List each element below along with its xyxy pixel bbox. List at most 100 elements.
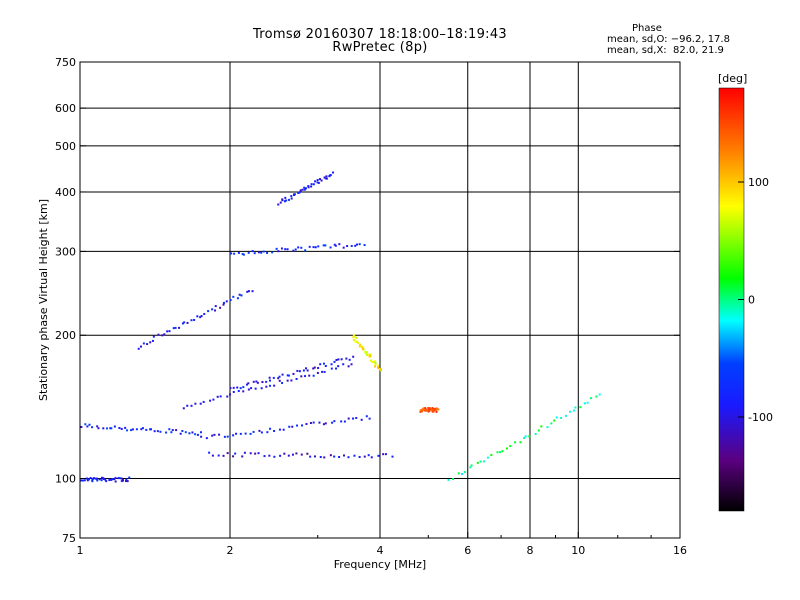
- echo-point: [268, 376, 271, 379]
- echo-point: [241, 253, 244, 256]
- echo-point: [163, 333, 166, 336]
- echo-point: [469, 466, 472, 469]
- echo-point: [324, 177, 327, 180]
- echo-point: [317, 181, 320, 184]
- echo-point: [229, 387, 232, 390]
- echo-point: [377, 454, 380, 457]
- echo-point: [306, 452, 309, 455]
- echo-point: [96, 425, 99, 428]
- echo-point: [266, 251, 269, 254]
- echo-point: [283, 452, 286, 455]
- echo-point: [534, 432, 537, 435]
- echo-point: [384, 453, 387, 456]
- x-axis-label: Frequency [MHz]: [334, 558, 426, 571]
- echo-point: [101, 476, 104, 479]
- echo-point: [110, 427, 113, 430]
- echo-point: [427, 407, 430, 410]
- echo-point: [304, 375, 307, 378]
- echo-point: [297, 246, 300, 249]
- echo-point: [313, 455, 316, 458]
- echo-point: [358, 345, 361, 348]
- echo-point: [355, 336, 358, 339]
- echo-point: [419, 409, 422, 412]
- echo-point: [97, 427, 100, 430]
- echo-point: [232, 386, 235, 389]
- echo-point: [175, 429, 178, 432]
- echo-point: [199, 431, 202, 434]
- echo-point: [290, 195, 293, 198]
- echo-point: [255, 380, 258, 383]
- echo-point: [322, 362, 325, 365]
- echo-point: [421, 408, 424, 411]
- echo-point: [153, 430, 156, 433]
- echo-point: [306, 369, 309, 372]
- echo-point: [80, 479, 83, 482]
- echo-point: [260, 251, 263, 254]
- y-tick-label: 400: [55, 186, 76, 199]
- echo-point: [286, 248, 289, 251]
- chart-subtitle: RwPretec (8p): [332, 40, 428, 55]
- echo-point: [236, 386, 239, 389]
- echo-point: [295, 377, 298, 380]
- echo-point: [226, 452, 229, 455]
- echo-point: [583, 402, 586, 405]
- echo-point: [314, 246, 317, 249]
- y-tick-label: 600: [55, 102, 76, 115]
- echo-point: [281, 381, 284, 384]
- echo-point: [359, 343, 362, 346]
- echo-point: [257, 251, 260, 254]
- echo-point: [241, 455, 244, 458]
- echo-point: [135, 428, 138, 431]
- x-tick-label: 6: [464, 544, 471, 557]
- echo-point: [316, 371, 319, 374]
- echo-point: [190, 319, 193, 322]
- echo-point: [266, 431, 269, 434]
- echo-point: [238, 293, 241, 296]
- y-tick-label: 200: [55, 329, 76, 342]
- echo-point: [355, 416, 358, 419]
- echo-point: [360, 345, 363, 348]
- echo-point: [232, 434, 235, 437]
- x-tick-label: 10: [571, 544, 585, 557]
- echo-point: [245, 383, 248, 386]
- echo-point: [239, 432, 242, 435]
- echo-point: [284, 196, 287, 199]
- echo-point: [295, 452, 298, 455]
- echo-point: [178, 326, 181, 329]
- echo-point: [83, 479, 86, 482]
- echo-point: [424, 407, 427, 410]
- echo-point: [280, 247, 283, 250]
- echo-point: [300, 246, 303, 249]
- echo-point: [230, 252, 233, 255]
- echo-point: [93, 477, 96, 480]
- echo-point: [363, 244, 366, 247]
- echo-point: [118, 427, 121, 430]
- echo-point: [105, 427, 108, 430]
- echo-point: [312, 183, 315, 186]
- echo-point: [278, 379, 281, 382]
- echo-point: [256, 381, 259, 384]
- echo-point: [209, 399, 212, 402]
- echo-point: [598, 393, 601, 396]
- echo-point: [368, 417, 371, 420]
- echo-point: [337, 358, 340, 361]
- echo-point: [291, 453, 294, 456]
- echo-point: [111, 478, 114, 481]
- echo-point: [100, 479, 103, 482]
- y-tick-label: 100: [55, 473, 76, 486]
- echo-point: [324, 365, 327, 368]
- echo-point: [333, 455, 336, 458]
- echo-point: [324, 244, 327, 247]
- echo-point: [91, 426, 94, 429]
- echo-point: [319, 363, 322, 366]
- echo-point: [168, 330, 171, 333]
- echo-point: [323, 370, 326, 373]
- echo-point: [235, 432, 238, 435]
- echo-point: [237, 390, 240, 393]
- echo-point: [350, 363, 353, 366]
- echo-point: [86, 479, 89, 482]
- echo-point: [319, 456, 322, 459]
- echo-point: [261, 381, 264, 384]
- echo-point: [213, 433, 216, 436]
- echo-point: [333, 243, 336, 246]
